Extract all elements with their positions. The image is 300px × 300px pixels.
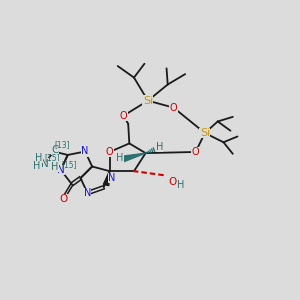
Text: H: H [51, 161, 58, 172]
Text: O: O [59, 194, 67, 204]
Text: H: H [35, 153, 42, 163]
Text: O: O [106, 147, 113, 157]
Text: Si: Si [143, 96, 153, 106]
Text: N: N [108, 173, 116, 183]
Text: O: O [192, 147, 200, 157]
Text: [15]: [15] [62, 160, 77, 169]
Text: [13]: [13] [55, 140, 70, 149]
Text: H: H [33, 161, 41, 171]
Text: H: H [116, 153, 124, 163]
Text: H: H [177, 180, 184, 190]
Text: N: N [84, 188, 91, 198]
Text: O: O [170, 103, 177, 112]
Text: C: C [51, 145, 58, 155]
Text: N: N [40, 158, 48, 169]
Text: O: O [120, 111, 127, 121]
Text: Si: Si [200, 128, 210, 138]
Text: [15]: [15] [44, 153, 60, 162]
Polygon shape [123, 153, 146, 162]
Text: H: H [156, 142, 163, 152]
Text: O: O [168, 176, 176, 187]
Text: N: N [57, 165, 64, 175]
Text: N: N [82, 146, 89, 157]
Polygon shape [103, 171, 109, 186]
